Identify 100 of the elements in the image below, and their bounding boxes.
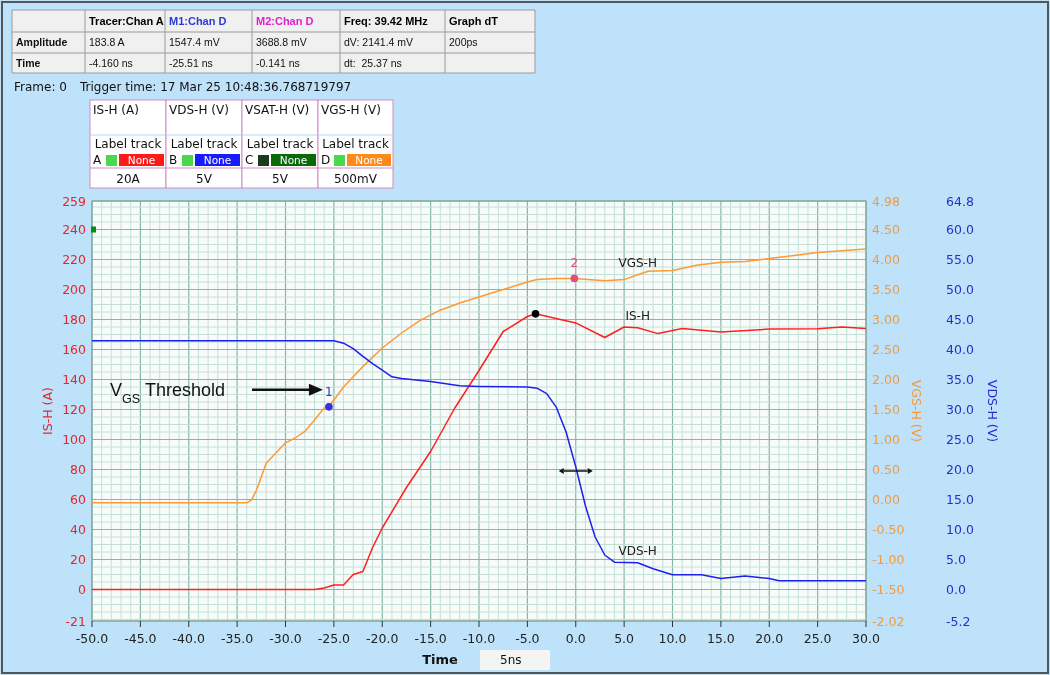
y3-tick-label: 50.0 bbox=[946, 282, 974, 298]
text: Label track bbox=[170, 137, 238, 151]
x-tick-label: -35.0 bbox=[220, 631, 254, 646]
y3-tick-label: 64.8 bbox=[946, 193, 974, 209]
series-label: IS-H bbox=[625, 308, 650, 323]
text: Amplitude bbox=[16, 36, 68, 48]
y2-tick-label: 2.50 bbox=[872, 342, 900, 358]
y2-tick-label: 3.00 bbox=[872, 312, 900, 328]
y-tick-label: 120 bbox=[62, 402, 87, 417]
x-tick-label: 20.0 bbox=[755, 631, 784, 646]
text: None bbox=[355, 154, 383, 166]
text: 5ns bbox=[500, 653, 522, 667]
y-tick-label: 80 bbox=[70, 462, 87, 477]
text: A bbox=[93, 153, 102, 167]
text: VGS-H (V) bbox=[321, 103, 381, 117]
x-tick-label: 30.0 bbox=[852, 631, 880, 646]
x-tick-label: 15.0 bbox=[706, 631, 735, 646]
x-axis-title: Time bbox=[422, 652, 459, 667]
y2-tick-label: 2.00 bbox=[872, 372, 900, 388]
text: B bbox=[169, 153, 178, 167]
text: None bbox=[279, 154, 308, 166]
text: Label track bbox=[322, 137, 389, 151]
text: VDS-H (V) bbox=[169, 103, 229, 117]
x-tick-label: 25.0 bbox=[803, 631, 832, 646]
text: dt: 25.37 ns bbox=[344, 57, 402, 69]
y-axis-title: IS-H (A) bbox=[40, 387, 55, 435]
x-tick-label: -25.0 bbox=[317, 631, 351, 646]
y3-tick-label: 60.0 bbox=[946, 222, 974, 238]
text: None bbox=[203, 154, 232, 166]
y-tick-label: 240 bbox=[62, 222, 87, 237]
y2-tick-label: -2.02 bbox=[872, 613, 905, 629]
text: Graph dT bbox=[449, 15, 499, 27]
x-tick-label: -50.0 bbox=[75, 631, 109, 646]
text: -0.141 ns bbox=[256, 57, 300, 69]
y-tick-label: 160 bbox=[62, 342, 87, 357]
y-tick-label: 200 bbox=[62, 282, 87, 297]
x-tick-label: -15.0 bbox=[414, 631, 447, 646]
text: None bbox=[127, 154, 156, 166]
y-tick-label: 40 bbox=[70, 522, 87, 537]
y2-tick-label: 0.50 bbox=[872, 462, 900, 478]
x-tick-label: -20.0 bbox=[366, 631, 399, 646]
text: D bbox=[321, 153, 331, 167]
text: Trigger time: 17 Mar 25 10:48:36.768719797 bbox=[79, 80, 352, 94]
x-tick-label: -45.0 bbox=[124, 631, 157, 646]
text: 183.8 A bbox=[89, 36, 125, 48]
y3-tick-label: 5.0 bbox=[946, 552, 966, 568]
y2-tick-label: 4.00 bbox=[872, 252, 900, 268]
text: Time bbox=[16, 57, 41, 69]
text: Tracer:Chan A bbox=[89, 15, 164, 27]
text: -25.51 ns bbox=[169, 57, 213, 69]
x-tick-label: -10.0 bbox=[462, 631, 496, 646]
text: 20A bbox=[116, 172, 141, 186]
y2-axis-title: VGS-H (V) bbox=[909, 379, 924, 443]
annotation: V$_{GS}$ Threshold bbox=[110, 379, 225, 406]
y2-tick-label: 4.50 bbox=[872, 222, 900, 238]
y-tick-label: 60 bbox=[70, 492, 87, 507]
y3-tick-label: -5.2 bbox=[946, 613, 971, 629]
y3-tick-label: 55.0 bbox=[946, 252, 974, 268]
y3-tick-label: 30.0 bbox=[946, 402, 974, 418]
text: Freq: 39.42 MHz bbox=[344, 15, 429, 27]
y-tick-label: 259 bbox=[62, 193, 87, 209]
x-tick-label: -5.0 bbox=[515, 631, 540, 646]
y3-tick-label: 15.0 bbox=[946, 492, 974, 508]
text: VSAT-H (V) bbox=[245, 103, 310, 117]
text: M1:Chan D bbox=[169, 15, 227, 27]
y3-tick-label: 20.0 bbox=[946, 462, 974, 478]
text: -4.160 ns bbox=[89, 57, 133, 69]
y3-tick-label: 40.0 bbox=[946, 342, 974, 358]
text: Label track bbox=[94, 137, 162, 151]
text: M2:Chan D bbox=[256, 15, 314, 27]
y2-tick-label: 1.00 bbox=[872, 432, 900, 448]
y2-tick-label: -1.50 bbox=[872, 582, 905, 598]
series-label: 1 bbox=[325, 384, 333, 399]
series-label: VGS-H bbox=[618, 255, 657, 270]
x-tick-label: -40.0 bbox=[172, 631, 205, 646]
line-series bbox=[91, 248, 867, 504]
text: dV: 2141.4 mV bbox=[344, 36, 414, 48]
y3-tick-label: 45.0 bbox=[946, 312, 974, 328]
y-tick-label: 220 bbox=[62, 252, 87, 267]
y3-tick-label: 0.0 bbox=[946, 582, 966, 598]
y3-tick-label: 10.0 bbox=[946, 522, 974, 538]
x-tick-label: -30.0 bbox=[269, 631, 302, 646]
y2-tick-label: 0.00 bbox=[872, 492, 900, 508]
y-tick-label: 100 bbox=[62, 432, 87, 447]
text: Frame: 0 bbox=[14, 80, 67, 94]
y3-axis-title: VDS-H (V) bbox=[985, 379, 1000, 443]
y2-tick-label: 3.50 bbox=[872, 282, 900, 298]
y-tick-label: -21 bbox=[65, 613, 86, 629]
text: IS-H (A) bbox=[93, 103, 139, 117]
x-tick-label: 0.0 bbox=[565, 631, 586, 646]
text: 5V bbox=[272, 172, 289, 186]
y-tick-label: 20 bbox=[70, 552, 87, 567]
y-tick-label: 140 bbox=[62, 372, 87, 387]
y-tick-label: 0 bbox=[78, 582, 87, 597]
text: Label track bbox=[246, 137, 314, 151]
y2-tick-label: -1.00 bbox=[872, 552, 905, 568]
y3-tick-label: 35.0 bbox=[946, 372, 974, 388]
x-tick-label: 10.0 bbox=[658, 631, 687, 646]
y2-tick-label: 1.50 bbox=[872, 402, 900, 418]
series-label: 2 bbox=[570, 256, 579, 271]
